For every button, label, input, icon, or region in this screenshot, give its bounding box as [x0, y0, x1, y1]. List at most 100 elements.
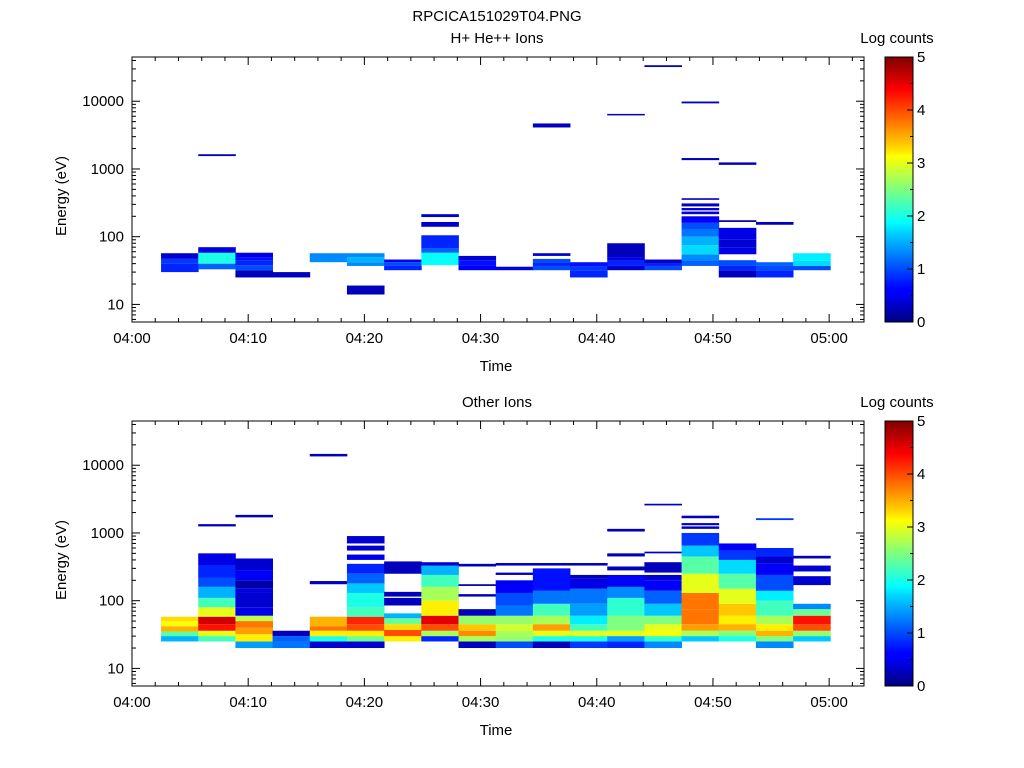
y-tick-label: 10000: [82, 457, 124, 474]
spectrogram-cell: [346, 536, 385, 544]
spectrogram-cell: [681, 101, 720, 104]
spectrogram-cell: [607, 260, 645, 266]
spectrogram-cell: [532, 253, 571, 256]
spectrogram-cell: [384, 597, 422, 606]
y-axis: 10 100 1000 10000: [82, 423, 864, 684]
spectrogram-cell: [235, 514, 273, 518]
x-tick-label: 04:20: [346, 330, 384, 347]
spectrogram-cell: [644, 259, 682, 264]
spectrogram-cell: [793, 636, 831, 642]
spectrogram-cell: [607, 641, 645, 649]
spectrogram-cell: [458, 624, 497, 631]
spectrogram-cell: [681, 198, 720, 200]
spectrogram-cell: [309, 630, 348, 637]
x-axis-label: Time: [480, 358, 513, 375]
spectrogram-cell: [532, 630, 571, 637]
spectrogram-cell: [607, 257, 645, 261]
spectrogram-cell: [532, 262, 571, 266]
spectrogram-cell: [607, 566, 645, 571]
spectrogram-cell: [421, 600, 459, 616]
spectrogram-cell: [346, 253, 385, 258]
spectrogram-cell: [384, 624, 422, 630]
colorbar-label: Log counts: [860, 30, 933, 47]
spectrogram-cell: [309, 616, 348, 627]
spectrogram-cell: [681, 203, 720, 207]
spectrogram-cell: [421, 586, 459, 601]
y-tick-label: 100: [99, 229, 124, 246]
spectrogram-cell: [198, 630, 236, 637]
spectrogram-cell: [755, 600, 794, 616]
spectrogram-cell: [681, 624, 720, 631]
spectrogram-cell: [793, 555, 831, 559]
x-tick-label: 04:20: [346, 694, 384, 711]
spectrogram-cell: [755, 221, 794, 225]
x-tick-label: 04:30: [462, 694, 500, 711]
spectrogram-cell: [755, 270, 794, 278]
spectrogram-cell: [458, 630, 497, 637]
spectrogram-cell: [644, 574, 682, 581]
spectrogram-cell: [718, 239, 757, 248]
colorbar-axis: 0 1 2 3 4 5: [907, 49, 925, 331]
spectrogram-cell: [755, 262, 794, 266]
spectrogram-cell: [161, 636, 199, 642]
spectrogram-cell: [235, 592, 273, 608]
y-axis-label: Energy (eV): [53, 156, 70, 236]
spectrogram-cell: [458, 641, 497, 649]
spectrogram-cell: [161, 626, 199, 632]
spectrogram-cell: [421, 565, 459, 575]
colorbar-tick-label: 3: [917, 155, 925, 172]
spectrogram-cell: [532, 563, 571, 566]
y-tick-label: 1000: [91, 525, 124, 542]
spectrogram-cell: [309, 641, 348, 649]
spectrogram-cell: [198, 624, 236, 631]
spectrogram-cell: [570, 624, 608, 631]
spectrogram-cell: [495, 630, 534, 637]
colorbar-tick-label: 1: [917, 625, 925, 642]
spectrogram-cell: [681, 208, 720, 211]
spectrogram-cell: [755, 615, 794, 625]
spectrogram-cell: [644, 615, 682, 625]
spectrogram-cell: [421, 630, 459, 637]
spectrogram-cell: [384, 618, 422, 625]
plot-frame: [131, 56, 865, 323]
spectrogram-cell: [607, 528, 645, 532]
spectrogram-cell: [644, 603, 682, 616]
spectrogram-cell: [161, 253, 199, 259]
spectrogram-cell: [718, 270, 757, 278]
spectrogram-cell: [198, 247, 236, 253]
spectrogram-cell: [198, 577, 236, 587]
spectrogram-cell: [755, 574, 794, 591]
spectrogram-cell: [235, 621, 273, 628]
spectrogram-cell: [235, 260, 273, 266]
spectrogram-cell: [570, 262, 608, 267]
spectrogram-cell: [235, 580, 273, 589]
spectrogram-cell: [793, 253, 831, 261]
spectrogram-cell: [793, 260, 831, 266]
spectrogram-cell: [458, 265, 497, 271]
spectrogram-cell: [235, 641, 273, 649]
spectrogram-cell: [458, 615, 497, 625]
spectrogram-cell: [718, 550, 757, 560]
spectrogram-cell: [718, 559, 757, 574]
spectrogram-cell: [235, 607, 273, 616]
spectrogram-cell: [755, 563, 794, 575]
spectrogram-cell: [607, 630, 645, 637]
spectrogram-cell: [718, 247, 757, 255]
spectrogram-cell: [607, 113, 645, 116]
spectrogram-cell: [644, 266, 682, 271]
spectrogram-cell: [681, 216, 720, 223]
colorbar-axis: 0 1 2 3 4 5: [907, 413, 925, 695]
spectrogram-cell: [570, 578, 608, 589]
spectrogram-cell: [384, 613, 422, 619]
spectrogram-cell: [235, 265, 273, 271]
spectrogram-cell: [718, 603, 757, 616]
spectrogram-cell: [421, 562, 459, 566]
spectrogram-cell: [793, 615, 831, 625]
y-tick-label: 10000: [82, 93, 124, 110]
spectrogram-cell: [532, 568, 571, 591]
spectrogram-cell: [495, 641, 534, 649]
spectrogram-cell: [681, 523, 720, 526]
spectrogram-cell: [532, 624, 571, 631]
panel-title: H+ He++ Ions: [451, 30, 544, 47]
spectrogram-cell: [346, 563, 385, 574]
